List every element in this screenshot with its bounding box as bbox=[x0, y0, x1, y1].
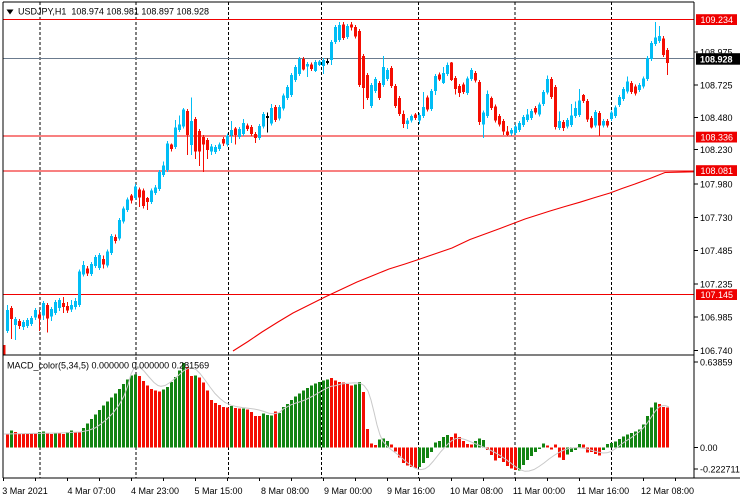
svg-text:11 Mar 00:00: 11 Mar 00:00 bbox=[513, 486, 565, 496]
svg-text:MACD_color(5,34,5) 0.000000 0.: MACD_color(5,34,5) 0.000000 0.000000 0.2… bbox=[7, 361, 209, 371]
svg-text:107.145: 107.145 bbox=[701, 290, 734, 300]
svg-text:108.081: 108.081 bbox=[701, 166, 734, 176]
svg-text:3 Mar 2021: 3 Mar 2021 bbox=[2, 486, 48, 496]
svg-text:12 Mar 08:00: 12 Mar 08:00 bbox=[641, 486, 694, 496]
svg-text:108.336: 108.336 bbox=[701, 133, 734, 143]
svg-text:4 Mar 07:00: 4 Mar 07:00 bbox=[67, 486, 115, 496]
svg-text:108.975: 108.975 bbox=[700, 48, 733, 58]
svg-text:107.485: 107.485 bbox=[700, 246, 733, 256]
svg-text:5 Mar 15:00: 5 Mar 15:00 bbox=[194, 486, 242, 496]
svg-text:-0.222711: -0.222711 bbox=[700, 465, 740, 475]
svg-text:10 Mar 08:00: 10 Mar 08:00 bbox=[450, 486, 503, 496]
svg-text:107.235: 107.235 bbox=[700, 280, 733, 290]
svg-text:9 Mar 16:00: 9 Mar 16:00 bbox=[387, 486, 435, 496]
svg-text:106.985: 106.985 bbox=[700, 313, 733, 323]
svg-text:8 Mar 08:00: 8 Mar 08:00 bbox=[261, 486, 309, 496]
svg-text:0.63859: 0.63859 bbox=[700, 358, 733, 368]
svg-text:0.00: 0.00 bbox=[700, 443, 718, 453]
svg-text:106.740: 106.740 bbox=[700, 346, 733, 356]
svg-text:4 Mar 23:00: 4 Mar 23:00 bbox=[131, 486, 179, 496]
svg-text:108.480: 108.480 bbox=[700, 113, 733, 123]
svg-text:107.980: 107.980 bbox=[700, 180, 733, 190]
svg-text:USDJPY,H1 108.974 108.981 108: USDJPY,H1 108.974 108.981 108.897 108.92… bbox=[18, 6, 209, 16]
svg-text:107.730: 107.730 bbox=[700, 213, 733, 223]
svg-text:109.234: 109.234 bbox=[701, 15, 734, 25]
svg-text:11 Mar 16:00: 11 Mar 16:00 bbox=[577, 486, 629, 496]
svg-text:108.230: 108.230 bbox=[700, 145, 733, 155]
svg-text:108.725: 108.725 bbox=[700, 81, 733, 91]
svg-text:9 Mar 00:00: 9 Mar 00:00 bbox=[324, 486, 372, 496]
svg-text:108.928: 108.928 bbox=[700, 54, 733, 64]
